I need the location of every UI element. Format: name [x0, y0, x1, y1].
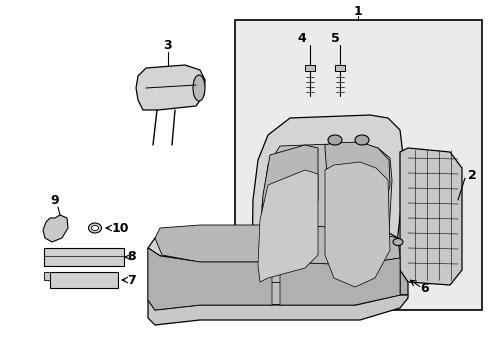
Polygon shape: [136, 65, 204, 110]
Bar: [44, 248, 124, 266]
Polygon shape: [399, 250, 407, 295]
Polygon shape: [325, 162, 389, 287]
Bar: [305, 65, 314, 71]
Polygon shape: [325, 142, 389, 265]
Ellipse shape: [354, 135, 368, 145]
Polygon shape: [280, 258, 399, 305]
Polygon shape: [148, 248, 399, 310]
Text: 1: 1: [353, 5, 362, 18]
Text: 7: 7: [127, 274, 136, 287]
Polygon shape: [148, 295, 407, 325]
Polygon shape: [280, 225, 399, 265]
Ellipse shape: [91, 225, 98, 230]
Polygon shape: [148, 248, 271, 310]
Polygon shape: [148, 228, 407, 265]
Bar: [235, 20, 481, 310]
Ellipse shape: [327, 135, 341, 145]
Text: 5: 5: [330, 32, 339, 45]
Bar: [334, 65, 345, 71]
Text: 9: 9: [51, 194, 59, 207]
Text: 6: 6: [420, 282, 428, 294]
Bar: [50, 272, 118, 288]
Ellipse shape: [88, 223, 102, 233]
Polygon shape: [258, 170, 317, 282]
Polygon shape: [260, 143, 391, 286]
Ellipse shape: [193, 75, 204, 101]
Text: 4: 4: [297, 32, 306, 45]
Text: 10: 10: [111, 221, 128, 234]
Polygon shape: [43, 215, 68, 242]
Polygon shape: [155, 225, 271, 262]
Polygon shape: [44, 272, 50, 280]
Polygon shape: [399, 148, 461, 285]
Text: 3: 3: [163, 39, 172, 51]
Polygon shape: [251, 115, 402, 295]
Text: 8: 8: [127, 251, 136, 264]
Polygon shape: [261, 145, 317, 268]
Text: 2: 2: [467, 168, 475, 181]
Ellipse shape: [392, 239, 402, 246]
